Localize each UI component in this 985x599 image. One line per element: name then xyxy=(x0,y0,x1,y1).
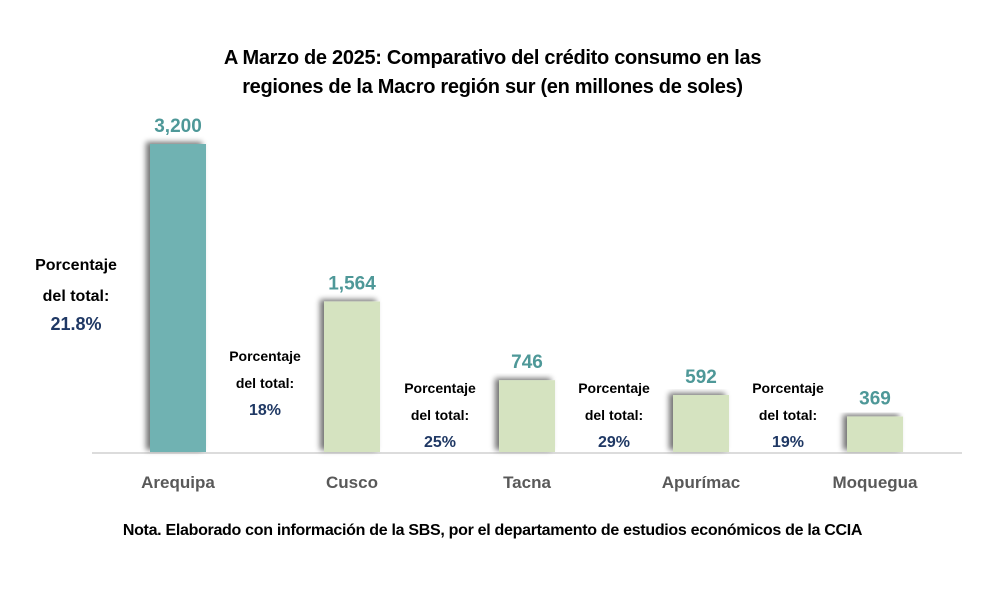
value-label: 3,200 xyxy=(154,116,202,137)
percent-caption-line-2: del total: xyxy=(585,407,643,423)
chart-title-line-1: A Marzo de 2025: Comparativo del crédito… xyxy=(223,47,762,69)
percent-value: 25% xyxy=(424,434,456,451)
percent-value: 21.8% xyxy=(50,314,101,334)
category-label: Tacna xyxy=(503,473,551,492)
bar-moquegua xyxy=(847,416,903,452)
percent-caption-line-2: del total: xyxy=(236,375,294,391)
category-label: Moquegua xyxy=(833,473,919,492)
bar-apurímac xyxy=(673,395,729,452)
chart-title-line-2: regiones de la Macro región sur (en mill… xyxy=(242,76,743,98)
percent-caption-line-2: del total: xyxy=(759,407,817,423)
category-label: Cusco xyxy=(326,473,378,492)
percent-caption-line-1: Porcentaje xyxy=(229,348,301,364)
chart-title: A Marzo de 2025: Comparativo del crédito… xyxy=(0,44,985,102)
percent-caption-line-2: del total: xyxy=(411,407,469,423)
value-label: 1,564 xyxy=(328,273,376,294)
value-label: 369 xyxy=(859,388,891,409)
percent-caption-line-1: Porcentaje xyxy=(404,380,476,396)
percent-value: 19% xyxy=(772,434,804,451)
source-note: Nota. Elaborado con información de la SB… xyxy=(122,522,863,539)
percent-caption-line-1: Porcentaje xyxy=(752,380,824,396)
category-label: Arequipa xyxy=(141,473,215,492)
bar-cusco xyxy=(324,301,380,452)
percent-caption-line-1: Porcentaje xyxy=(578,380,650,396)
value-label: 592 xyxy=(685,367,717,388)
value-label: 746 xyxy=(511,352,543,373)
percent-caption-line-1: Porcentaje xyxy=(35,257,117,274)
bar-arequipa xyxy=(150,144,206,452)
category-label: Apurímac xyxy=(662,473,740,492)
percent-caption-line-2: del total: xyxy=(43,288,110,305)
percent-value: 29% xyxy=(598,434,630,451)
bar-tacna xyxy=(499,380,555,452)
percent-value: 18% xyxy=(249,402,281,419)
